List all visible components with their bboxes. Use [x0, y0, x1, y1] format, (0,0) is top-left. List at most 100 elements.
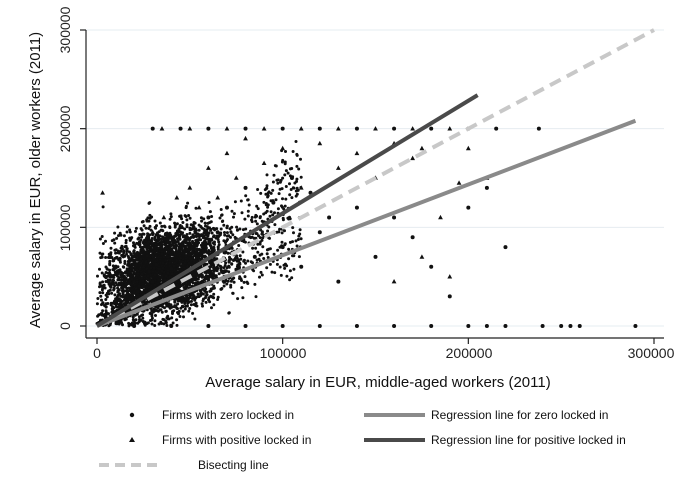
cluster-point [190, 299, 193, 303]
positive-locked-in-point [391, 279, 397, 284]
cluster-point [186, 301, 190, 305]
cluster-point [145, 250, 149, 254]
cluster-point [284, 197, 288, 201]
cluster-point [184, 254, 188, 258]
cluster-point [194, 278, 198, 282]
cluster-point [172, 309, 176, 313]
cluster-point [187, 309, 191, 313]
cluster-point [168, 217, 172, 221]
cluster-point [276, 181, 280, 185]
cluster-point [229, 235, 232, 239]
cluster-point [187, 214, 191, 217]
cluster-point [132, 270, 135, 274]
cluster-point [98, 285, 101, 289]
cluster-point [207, 201, 211, 204]
cluster-point [161, 229, 165, 233]
cluster-point [185, 218, 189, 222]
cluster-point [101, 309, 105, 313]
cluster-point [266, 229, 270, 233]
cluster-point [182, 315, 185, 319]
zero-locked-in-point [392, 215, 397, 220]
cluster-point [266, 205, 270, 209]
cluster-point [288, 167, 292, 171]
positive-locked-in-point [298, 185, 304, 190]
cluster-point [143, 323, 147, 327]
cluster-point [290, 196, 294, 200]
cluster-point [168, 305, 172, 309]
cluster-point [193, 268, 197, 272]
cluster-point [154, 305, 158, 309]
cluster-point [115, 302, 119, 306]
cluster-point [180, 283, 184, 287]
cluster-point [248, 235, 252, 239]
cluster-point [283, 242, 287, 246]
cluster-point [177, 309, 181, 313]
cluster-point [219, 208, 223, 211]
cluster-point [254, 246, 258, 250]
cluster-point [149, 228, 153, 232]
cluster-point [98, 237, 102, 241]
cluster-point [254, 213, 258, 217]
cluster-point [196, 292, 200, 296]
cluster-point [120, 278, 123, 282]
cluster-point [115, 236, 119, 240]
cluster-point [117, 288, 121, 292]
cluster-point [100, 313, 104, 317]
cluster-point [98, 281, 102, 285]
cluster-point [284, 185, 288, 188]
cluster-point [291, 226, 295, 230]
cluster-point [196, 280, 200, 284]
cluster-point [241, 250, 245, 254]
cluster-point [260, 232, 264, 236]
zero-locked-in-point [373, 254, 378, 259]
cluster-point [278, 180, 282, 184]
cluster-point [173, 240, 177, 244]
cluster-point [217, 243, 221, 247]
cluster-point [154, 254, 158, 258]
cluster-point [136, 237, 140, 241]
cluster-point [178, 254, 182, 258]
cluster-point [168, 258, 172, 262]
cluster-point [175, 222, 179, 226]
cluster-point [142, 224, 146, 228]
zero-locked-in-point [252, 254, 257, 259]
cluster-point [204, 274, 208, 278]
cluster-point [284, 169, 288, 173]
cluster-point [187, 261, 191, 265]
cluster-point [220, 287, 224, 290]
cluster-point [283, 162, 287, 166]
cluster-point [294, 194, 298, 198]
cluster-point [158, 221, 162, 225]
cluster-point [254, 219, 258, 223]
cluster-point [107, 255, 111, 259]
cluster-point [206, 276, 210, 280]
positive-locked-in-point [109, 274, 115, 279]
zero-locked-in-point [577, 324, 582, 328]
cluster-point [232, 215, 235, 219]
cluster-point [194, 239, 198, 242]
zero-locked-in-point [317, 324, 322, 328]
cluster-point [125, 247, 129, 251]
cluster-point [294, 189, 298, 193]
cluster-point [237, 244, 241, 247]
cluster-point [150, 322, 154, 326]
cluster-point [264, 211, 268, 215]
cluster-point [281, 197, 284, 201]
cluster-point [153, 259, 157, 263]
cluster-point [204, 290, 208, 294]
cluster-point [225, 234, 229, 238]
cluster-point [156, 297, 160, 301]
cluster-point [125, 230, 129, 234]
cluster-point [199, 254, 203, 258]
cluster-point [175, 229, 179, 233]
cluster-point [96, 274, 99, 278]
cluster-point [184, 204, 188, 208]
cluster-point [172, 290, 176, 294]
cluster-point [204, 224, 207, 228]
cluster-point [268, 214, 272, 218]
cluster-point [184, 286, 188, 289]
cluster-point [264, 203, 268, 207]
cluster-point [217, 272, 221, 276]
cluster-point [135, 280, 139, 284]
cluster-point [103, 286, 107, 290]
